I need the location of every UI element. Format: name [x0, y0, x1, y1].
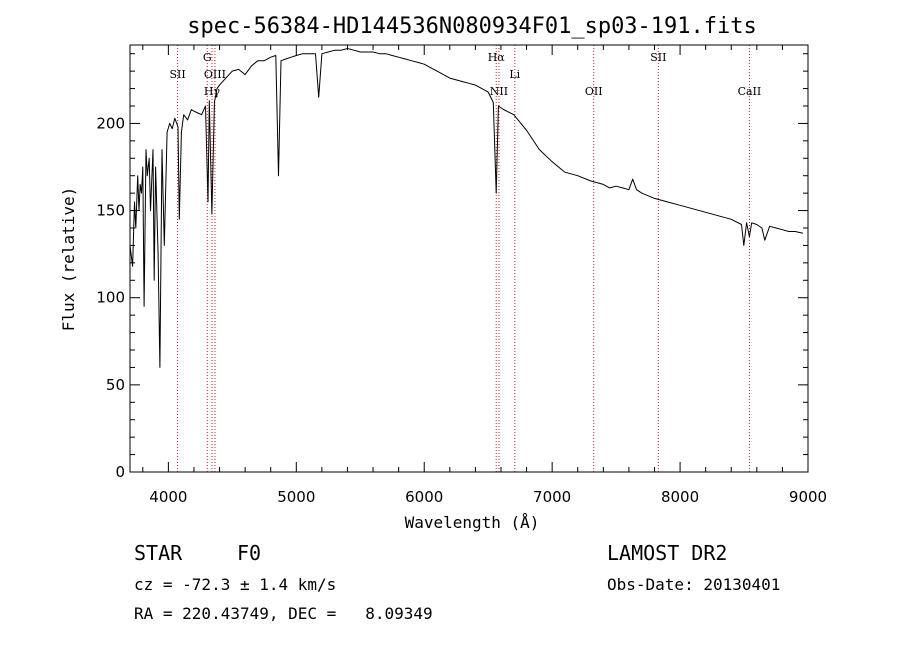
- x-tick-label-3: 7000: [533, 488, 571, 506]
- redshift: cz = -72.3 ± 1.4 km/s: [134, 575, 337, 594]
- x-tick-label-1: 5000: [277, 488, 315, 506]
- line-label-7: OII: [585, 85, 603, 98]
- object-type: STAR: [134, 541, 183, 565]
- y-axis-label: Flux (relative): [59, 187, 78, 332]
- line-label-8: SII: [650, 51, 666, 64]
- x-axis-label: Wavelength (Å): [405, 513, 540, 532]
- line-label-0: SII: [169, 68, 185, 81]
- line-label-5: NII: [490, 85, 508, 98]
- line-label-4: Hα: [488, 51, 506, 64]
- chart-title: spec-56384-HD144536N080934F01_sp03-191.f…: [187, 14, 757, 39]
- y-tick-label-4: 200: [96, 114, 125, 132]
- coordinates: RA = 220.43749, DEC = 8.09349: [134, 604, 433, 623]
- x-tick-label-2: 6000: [405, 488, 443, 506]
- line-label-9: CaII: [738, 85, 762, 98]
- x-tick-label-5: 9000: [789, 488, 827, 506]
- series-line-0: [129, 48, 804, 368]
- y-tick-label-0: 0: [115, 463, 125, 481]
- x-tick-label-4: 8000: [661, 488, 699, 506]
- y-tick-label-3: 150: [96, 202, 125, 220]
- x-tick-label-0: 4000: [149, 488, 187, 506]
- line-label-2: G: [203, 51, 212, 64]
- spectral-class: F0: [237, 541, 262, 565]
- axes: 4000 5000 6000 7000 8000 9000 0 50 100 150 200: [96, 44, 827, 506]
- y-tick-label-2: 100: [96, 289, 125, 307]
- line-label-3: OIII: [204, 68, 226, 81]
- series-layer: [129, 48, 804, 368]
- plot-frame: [129, 44, 809, 473]
- obs-date: Obs-Date: 20130401: [607, 575, 781, 594]
- survey-name: LAMOST DR2: [607, 541, 728, 565]
- y-tick-label-1: 50: [106, 376, 125, 394]
- line-label-6: Li: [509, 68, 520, 81]
